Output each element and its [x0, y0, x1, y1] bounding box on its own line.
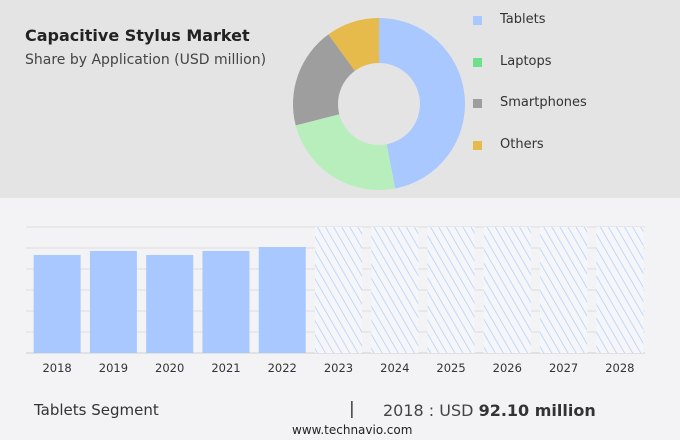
x-tick-label: 2022	[268, 361, 297, 375]
x-tick-label: 2024	[380, 361, 409, 375]
legend-item-tablets: Tablets	[473, 12, 593, 30]
forecast-bar-2028	[596, 227, 644, 353]
legend-swatch	[473, 140, 482, 150]
forecast-bar-2024	[371, 227, 419, 353]
bar-2018	[33, 254, 81, 353]
value-amount: 92.10 million	[478, 401, 596, 420]
x-tick-label: 2021	[211, 361, 240, 375]
x-tick-label: 2023	[324, 361, 353, 375]
x-tick-label: 2019	[99, 361, 128, 375]
legend-label: Laptops	[500, 53, 552, 69]
donut-slice-laptops	[295, 114, 396, 190]
value-prefix: 2018 : USD	[383, 401, 479, 420]
legend-item-laptops: Laptops	[473, 54, 593, 72]
bar-2020	[146, 254, 194, 353]
x-tick-label: 2018	[42, 361, 71, 375]
x-tick-label: 2028	[605, 361, 634, 375]
forecast-bar-2023	[315, 227, 362, 353]
segment-label: Tablets Segment	[34, 401, 159, 419]
legend-item-others: Others	[473, 137, 593, 155]
legend-label: Smartphones	[500, 95, 587, 110]
x-tick-label: 2027	[549, 361, 578, 375]
forecast-bar-2026	[483, 227, 531, 353]
x-tick-label: 2025	[436, 361, 465, 375]
forecast-bar-2027	[540, 227, 588, 353]
bar-2019	[89, 250, 137, 353]
bar-2021	[202, 250, 250, 353]
chart-subtitle: Share by Application (USD million)	[25, 52, 267, 68]
legend-label: Others	[500, 136, 544, 152]
bar-2022	[258, 247, 306, 353]
source-link[interactable]: www.technavio.com	[292, 423, 413, 437]
chart-title: Capacitive Stylus Market	[25, 26, 250, 45]
legend-swatch	[473, 99, 482, 108]
donut-slice-others	[328, 18, 379, 71]
legend-label: Tablets	[500, 12, 546, 27]
legend-item-smartphones: Smartphones	[473, 95, 593, 113]
legend-swatch	[473, 16, 482, 25]
donut-slice-smartphones	[292, 34, 355, 126]
donut-slice-tablets	[379, 18, 466, 189]
legend-swatch	[473, 57, 482, 67]
x-tick-label: 2026	[493, 361, 522, 375]
forecast-bar-2025	[427, 227, 475, 353]
separator: |	[349, 399, 355, 419]
x-tick-label: 2020	[155, 361, 184, 375]
segment-value: 2018 : USD 92.10 million	[383, 401, 596, 420]
